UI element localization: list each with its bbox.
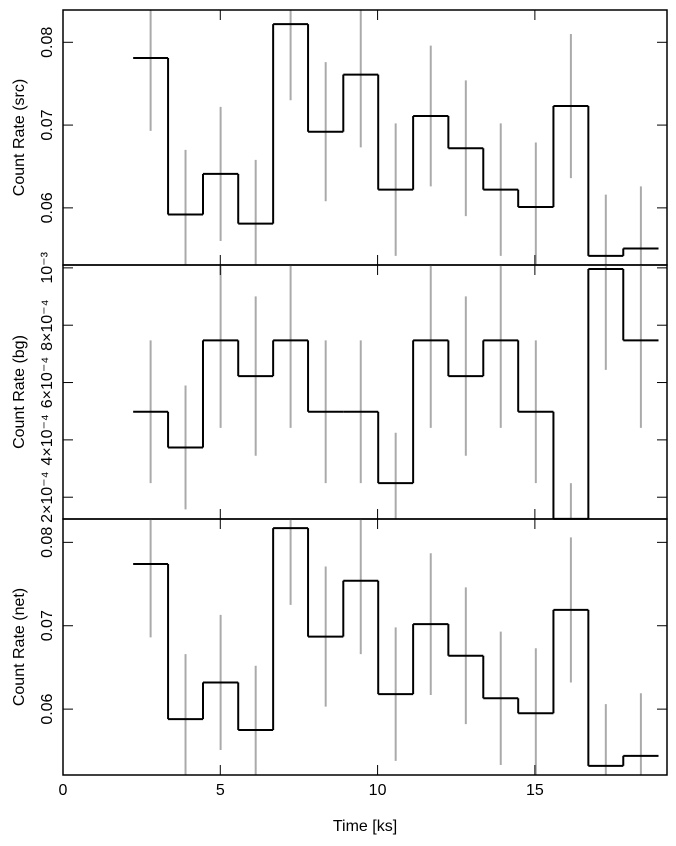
plot-frame <box>62 9 668 266</box>
y-tick-label: 0.07 <box>39 109 56 140</box>
y-tick-label: 0.07 <box>39 610 56 641</box>
y-tick-label: 6×10⁻⁴ <box>39 357 56 408</box>
y-tick-label: 4×10⁻⁴ <box>39 414 56 465</box>
y-tick-label: 0.08 <box>39 27 56 58</box>
x-tick-label: 15 <box>526 782 544 799</box>
plot-frame <box>62 518 668 776</box>
y-axis-label: Count Rate (src) <box>11 79 28 196</box>
plot-frame <box>62 264 668 520</box>
y-tick-label: 8×10⁻⁴ <box>39 299 56 350</box>
x-axis-label: Time [ks] <box>333 818 397 835</box>
y-tick-label: 0.06 <box>39 693 56 724</box>
y-axis-label: Count Rate (net) <box>11 588 28 706</box>
y-tick-label: 0.06 <box>39 192 56 223</box>
x-tick-label: 0 <box>59 782 68 799</box>
y-axis-label: Count Rate (bg) <box>11 335 28 449</box>
x-tick-label: 5 <box>216 782 225 799</box>
y-tick-label: 10⁻³ <box>39 251 56 283</box>
x-tick-label: 10 <box>369 782 387 799</box>
y-tick-label: 2×10⁻⁴ <box>39 471 56 522</box>
y-tick-label: 0.08 <box>39 527 56 558</box>
